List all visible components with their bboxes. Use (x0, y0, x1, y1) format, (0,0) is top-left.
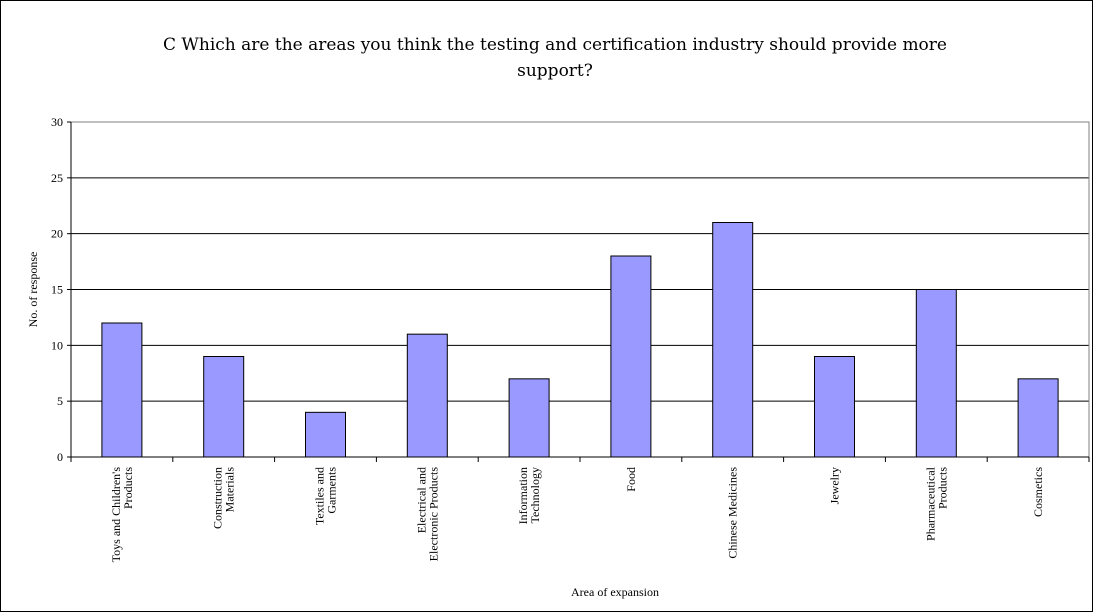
y-tick-label: 15 (51, 283, 63, 297)
bars (101, 222, 1059, 458)
bar-8 (915, 289, 957, 458)
axes (67, 121, 1090, 462)
x-category-label-line: Chinese Medicines (726, 467, 740, 559)
x-category-label-line: Electronic Products (426, 467, 440, 562)
bar-1 (203, 356, 245, 458)
y-tick-label: 10 (51, 338, 63, 352)
y-tick-label: 5 (57, 394, 63, 408)
bar-7 (814, 356, 855, 458)
y-tick-label: 25 (51, 171, 63, 185)
x-category-label-line: Products (121, 467, 135, 509)
chart-title: C Which are the areas you think the test… (163, 35, 947, 81)
x-category-label-line: Garments (325, 467, 339, 514)
x-category-label-line: Materials (223, 467, 237, 513)
bar-3 (406, 333, 448, 458)
x-category-label-6: Chinese Medicines (726, 467, 740, 559)
bar-9 (1017, 378, 1059, 458)
bar-5 (610, 255, 652, 458)
x-category-label-line: Electrical and (414, 467, 428, 533)
y-axis-label: No. of response (26, 252, 40, 328)
bar-4 (508, 378, 550, 458)
bar-0 (101, 322, 143, 458)
y-tick-label: 20 (51, 227, 63, 241)
x-category-label-line: Textiles and (313, 467, 327, 525)
y-tick-label: 30 (51, 115, 63, 129)
x-category-label-line: Products (935, 467, 949, 509)
x-category-label-line: Pharmaceutical (923, 466, 937, 541)
x-category-label-line: Toys and Children's (109, 467, 123, 563)
x-category-label-9: Cosmetics (1031, 467, 1045, 517)
x-category-label-line: Technology (528, 467, 542, 523)
x-category-label-7: Jewelry (828, 467, 842, 504)
bar-6 (712, 222, 754, 458)
x-category-label-line: Information (516, 467, 530, 524)
x-axis-label: Area of expansion (571, 585, 659, 599)
x-category-label-line: Construction (211, 467, 225, 529)
y-tick-label: 0 (57, 450, 63, 464)
x-category-label-5: Food (624, 467, 638, 492)
x-category-label-line: Cosmetics (1031, 467, 1045, 517)
bar-2 (305, 411, 346, 458)
x-category-label-line: Jewelry (828, 467, 842, 504)
x-category-label-line: Food (624, 467, 638, 492)
